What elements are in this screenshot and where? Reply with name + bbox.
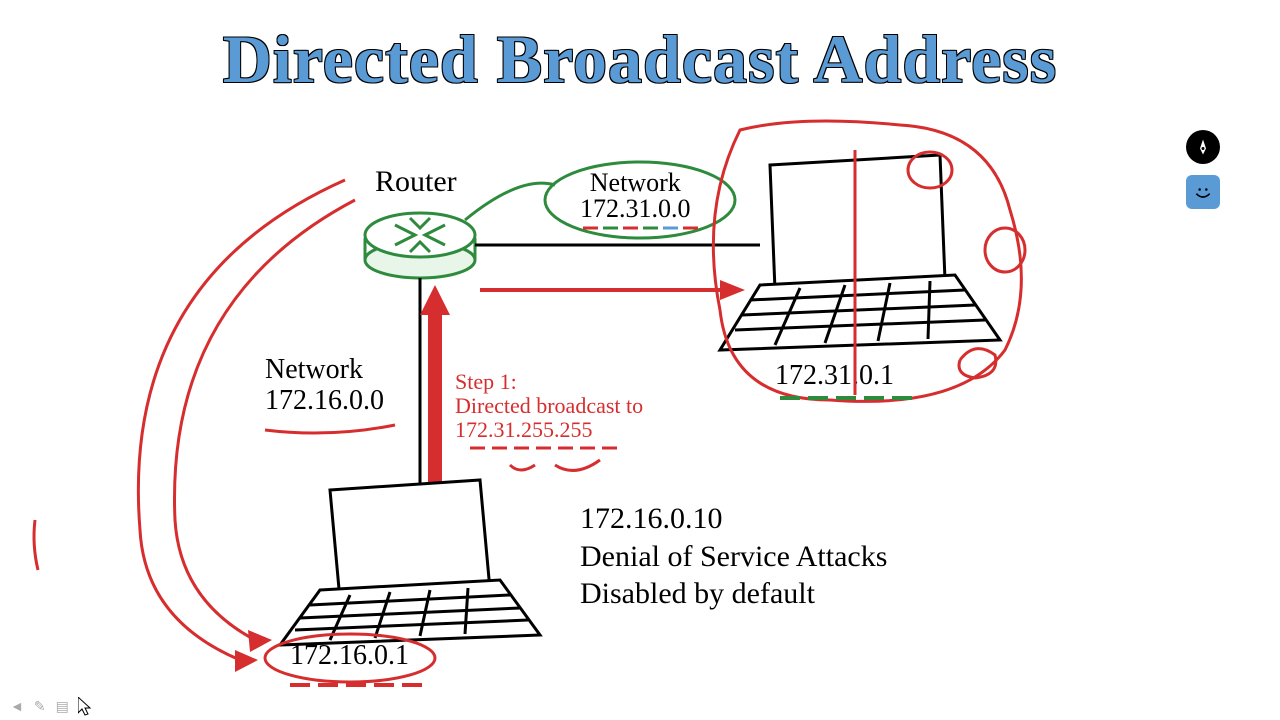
smile-icon[interactable] [1186,175,1220,209]
step1-line1: Step 1: [455,370,643,394]
green-curve [465,183,555,220]
curve-arrow-1 [138,180,345,672]
info-line2: Denial of Service Attacks [580,538,887,576]
step1-line2: Directed broadcast to [455,394,643,418]
laptop-left-icon [280,480,540,645]
laptop-right-icon [720,155,1000,350]
ip-bottom-label: 172.16.0.1 [290,640,409,672]
network-left-line2: 172.16.0.0 [265,386,384,417]
step1-line3: 172.31.255.255 [455,418,643,442]
left-tick [34,520,38,570]
cursor-icon [78,697,94,717]
step1-label: Step 1: Directed broadcast to 172.31.255… [455,370,643,443]
underline-network-left [265,425,395,433]
slides-icon[interactable]: ▤ [56,698,69,715]
network-right-label: Network 172.31.0.0 [580,170,691,222]
scribble-step1 [510,460,600,470]
blob-hole-1 [908,152,952,188]
network-left-line1: Network [265,355,384,386]
up-arrow [420,285,450,500]
blob-hole-3 [959,349,996,378]
network-right-line2: 172.31.0.0 [580,196,691,222]
ip-right-label: 172.31.0.1 [775,360,894,392]
blob-hole-2 [985,228,1025,272]
network-left-label: Network 172.16.0.0 [265,355,384,417]
router-label: Router [375,165,457,199]
prev-icon[interactable]: ◄ [10,698,24,715]
pen-footer-icon[interactable]: ✎ [34,698,46,715]
curve-arrow-2 [175,200,356,652]
right-arrow [480,280,745,300]
info-line1: 172.16.0.10 [580,500,887,538]
router-icon [365,213,475,278]
pen-tool-icon[interactable] [1186,130,1220,164]
network-right-line1: Network [580,170,691,196]
info-block: 172.16.0.10 Denial of Service Attacks Di… [580,500,887,613]
info-line3: Disabled by default [580,575,887,613]
page-title: Directed Broadcast Address [0,20,1280,99]
